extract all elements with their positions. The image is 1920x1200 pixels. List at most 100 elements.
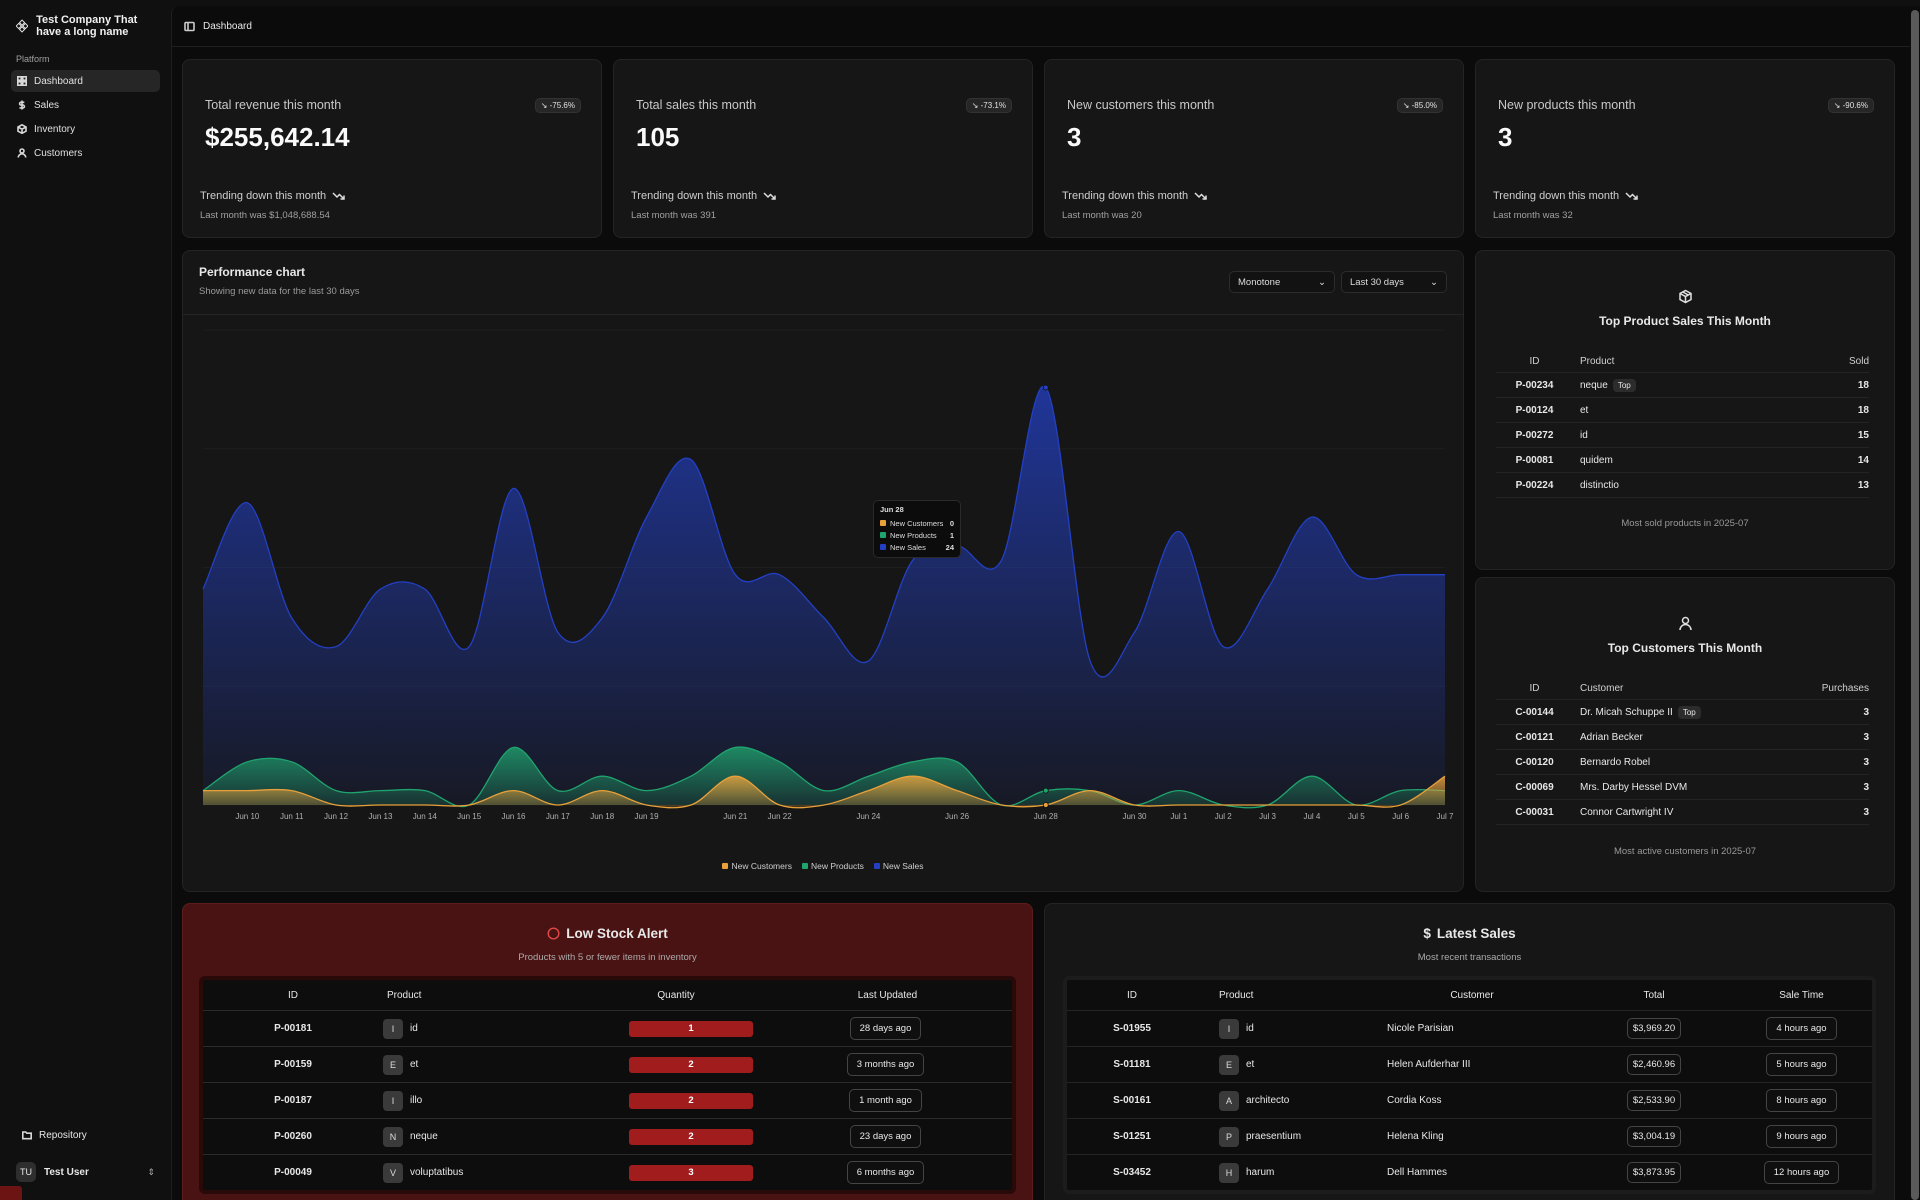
total-badge: $3,873.95 (1626, 1162, 1682, 1183)
chevron-down-icon: ⌄ (1430, 276, 1438, 288)
total-cell: $2,460.96 (1547, 1054, 1711, 1075)
dollar-icon: $ (1423, 926, 1431, 941)
chart-series (202, 384, 1446, 809)
column-header: Product (1580, 356, 1615, 367)
tooltip-row: New Products 1 (880, 529, 954, 541)
row-count: 3 (1863, 731, 1869, 743)
table-header: ID Product Quantity Last Updated (203, 980, 1012, 1010)
user-icon (1678, 616, 1692, 631)
tooltip-date: Jun 28 (880, 505, 904, 514)
low-stock-card: Low Stock Alert Products with 5 or fewer… (182, 903, 1033, 1200)
card-title: $ Latest Sales (1045, 926, 1894, 941)
x-tick-label: Jun 17 (546, 812, 571, 821)
top-customers-table: ID Customer Purchases C-00144 Dr. Micah S… (1496, 678, 1869, 825)
quantity-cell: 2 (623, 1128, 759, 1145)
tooltip-label: New Sales (890, 542, 926, 552)
chart-subtitle: Showing new data for the last 30 days (199, 286, 360, 297)
x-tick-label: Jun 22 (768, 812, 793, 821)
date-range-select[interactable]: Last 30 days ⌄ (1341, 271, 1447, 293)
sidebar-item-customers[interactable]: Customers (11, 142, 160, 164)
product-avatar: I (383, 1090, 403, 1111)
legend-item[interactable]: New Products (801, 861, 864, 871)
dev-tools-badge[interactable] (0, 1186, 22, 1200)
active-dot (1042, 787, 1049, 794)
card-subtitle: Most recent transactions (1417, 952, 1522, 963)
product-name: id (410, 1023, 418, 1034)
legend-item[interactable]: New Customers (722, 861, 792, 871)
row-id: S-01251 (1113, 1131, 1151, 1142)
table-row: C-00120 Bernardo Robel 3 (1496, 750, 1869, 775)
trending-down-icon (1625, 192, 1638, 200)
product-name: et (1246, 1059, 1255, 1070)
column-header: ID (1529, 356, 1540, 367)
curve-style-select[interactable]: Monotone ⌄ (1229, 271, 1335, 293)
sidebar-item-inventory[interactable]: Inventory (11, 118, 160, 140)
select-value: Monotone (1238, 276, 1281, 288)
row-name-cell: Connor Cartwright IV (1573, 807, 1809, 818)
row-count: 14 (1857, 454, 1869, 466)
updated-badge: 23 days ago (849, 1125, 922, 1148)
legend-item[interactable]: New Sales (873, 861, 924, 871)
legend-swatch (880, 544, 886, 550)
time-cell: 8 hours ago (1711, 1089, 1872, 1112)
trending-down-icon: ↘ (1833, 101, 1841, 110)
row-name: Connor Cartwright IV (1580, 806, 1674, 818)
column-header: Customer (1580, 683, 1624, 694)
product-name: architecto (1246, 1095, 1290, 1106)
x-tick-label: Jul 6 (1392, 812, 1409, 821)
performance-chart[interactable]: Jun 10 Jun 11 Jun 12 Jun 13 Jun 14 Jun 15 Jun … (183, 315, 1465, 855)
time-cell: 12 hours ago (1711, 1161, 1872, 1184)
row-id: P-00187 (274, 1095, 312, 1106)
product-name: harum (1246, 1167, 1275, 1178)
dollar-icon (18, 100, 26, 110)
legend-label: New Sales (882, 861, 924, 871)
updated-cell: 23 days ago (759, 1125, 1012, 1148)
quantity-pill: 1 (629, 1020, 753, 1037)
latest-sales-card: $ Latest Sales Most recent transactions … (1044, 903, 1895, 1200)
stat-last-month: Last month was $1,048,688.54 (200, 210, 330, 221)
trending-down-icon: ↘ (540, 101, 548, 110)
x-tick-label: Jul 2 (1215, 812, 1232, 821)
card-subtitle: Products with 5 or fewer items in invent… (518, 952, 697, 963)
row-id: P-00159 (274, 1059, 312, 1070)
sale-time-badge: 5 hours ago (1766, 1053, 1837, 1076)
stat-value: $255,642.14 (205, 122, 350, 152)
sidebar-toggle-icon[interactable] (184, 21, 195, 32)
series-line-new-products (202, 746, 1446, 809)
table-row: C-00069 Mrs. Darby Hessel DVM 3 (1496, 775, 1869, 800)
stat-card-customers: New customers this month 3 ↘ -85.0% Tren… (1044, 59, 1464, 238)
time-cell: 9 hours ago (1711, 1125, 1872, 1148)
scrollbar[interactable] (1910, 6, 1920, 1200)
x-tick-label: Jul 5 (1348, 812, 1365, 821)
row-count: 3 (1863, 706, 1869, 718)
top-badge: Top (1612, 378, 1636, 392)
trending-down-icon: ↘ (1402, 101, 1410, 110)
company-name: Test Company That have a long name (36, 14, 138, 38)
sidebar-item-sales[interactable]: Sales (11, 94, 160, 116)
row-count: 15 (1857, 429, 1869, 441)
performance-chart-card: Performance chart Showing new data for t… (182, 250, 1464, 892)
scrollbar-thumb[interactable] (1911, 10, 1919, 1200)
latest-sales-table: ID Product Customer Total Sale Time S-01… (1063, 976, 1876, 1194)
sidebar-item-label: Sales (34, 99, 60, 111)
sidebar-item-dashboard[interactable]: Dashboard (11, 70, 160, 92)
repository-link[interactable]: Repository (0, 1124, 171, 1146)
x-tick-label: Jun 13 (368, 812, 393, 821)
card-title: Low Stock Alert (183, 926, 1032, 941)
trend-text: Trending down this month (631, 190, 758, 202)
row-id: P-00049 (274, 1167, 312, 1178)
column-header: Quantity (657, 989, 695, 1001)
brand[interactable]: Test Company That have a long name (0, 0, 171, 38)
x-tick-label: Jul 7 (1437, 812, 1454, 821)
user-menu[interactable]: TU Test User ⇕ (0, 1162, 171, 1200)
user-icon-wrap (1476, 616, 1894, 634)
